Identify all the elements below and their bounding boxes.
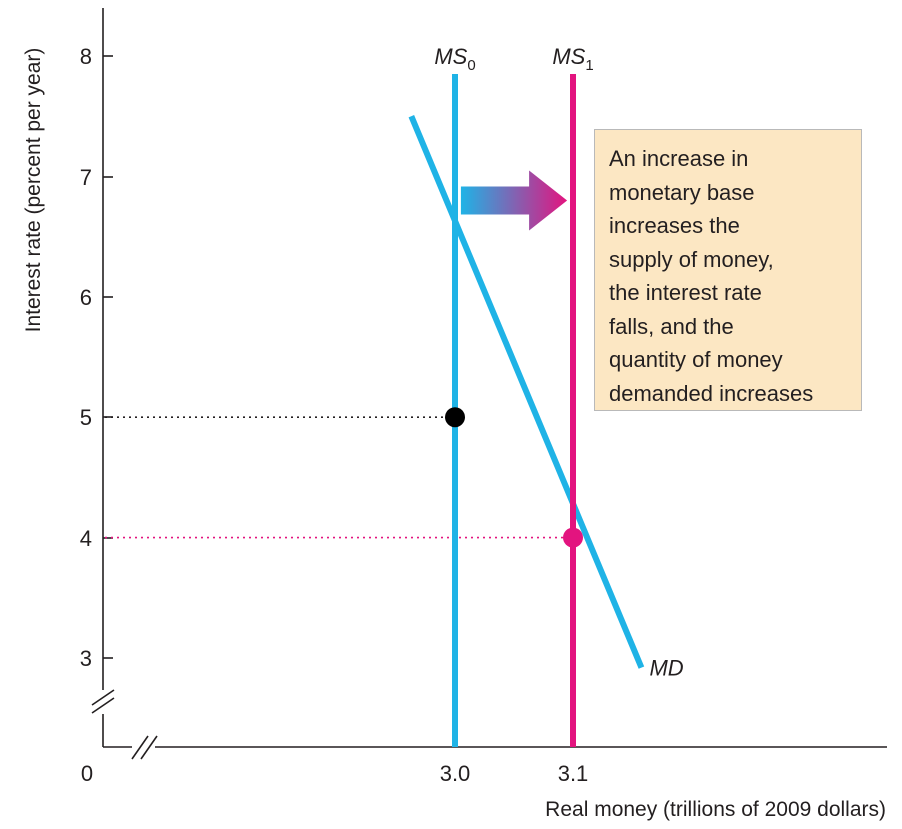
y-tick-label: 8	[80, 44, 92, 69]
annotation-line: the interest rate	[609, 280, 762, 305]
x-origin-label: 0	[81, 761, 93, 786]
x-tick-label: 3.1	[558, 761, 589, 786]
annotation-line: supply of money,	[609, 246, 774, 272]
ms1-subscript: 1	[585, 57, 593, 74]
ms1-name: MS	[552, 44, 585, 69]
money-demand-curve	[408, 115, 645, 669]
annotation-line: An increase in	[609, 146, 749, 171]
annotation-line: demanded increases	[609, 380, 814, 406]
annotation-line: increases the	[609, 213, 740, 238]
ms0-subscript: 0	[467, 57, 475, 74]
x-axis-break	[131, 735, 149, 760]
ms0-name: MS	[434, 44, 467, 69]
y-axis-label: Interest rate (percent per year)	[22, 48, 45, 333]
y-tick-label: 7	[80, 165, 92, 190]
y-axis-break	[91, 689, 115, 706]
supply-shift-arrow	[460, 170, 568, 231]
y-ticks: 3 4 5 6 7 8	[80, 44, 113, 671]
y-tick-label: 3	[80, 646, 92, 671]
y-tick-label: 6	[80, 285, 92, 310]
x-axis-break	[140, 735, 158, 760]
equilibrium-point-new	[563, 527, 583, 548]
y-tick-label: 4	[80, 526, 92, 551]
money-supply-1-label: MS1	[552, 44, 593, 74]
x-tick-label: 3.0	[440, 761, 471, 786]
annotation-line: monetary base	[609, 179, 755, 205]
annotation-line: quantity of money	[609, 347, 783, 372]
annotation-box: An increase in monetary base increases t…	[594, 129, 862, 411]
y-axis-break	[91, 697, 115, 714]
money-supply-0-label: MS0	[434, 44, 475, 74]
y-tick-label: 5	[80, 405, 92, 430]
annotation-line: falls, and the	[609, 313, 734, 339]
money-demand-label: MD	[649, 656, 683, 681]
x-axis-label: Real money (trillions of 2009 dollars)	[545, 798, 886, 821]
equilibrium-point-initial	[445, 407, 465, 428]
